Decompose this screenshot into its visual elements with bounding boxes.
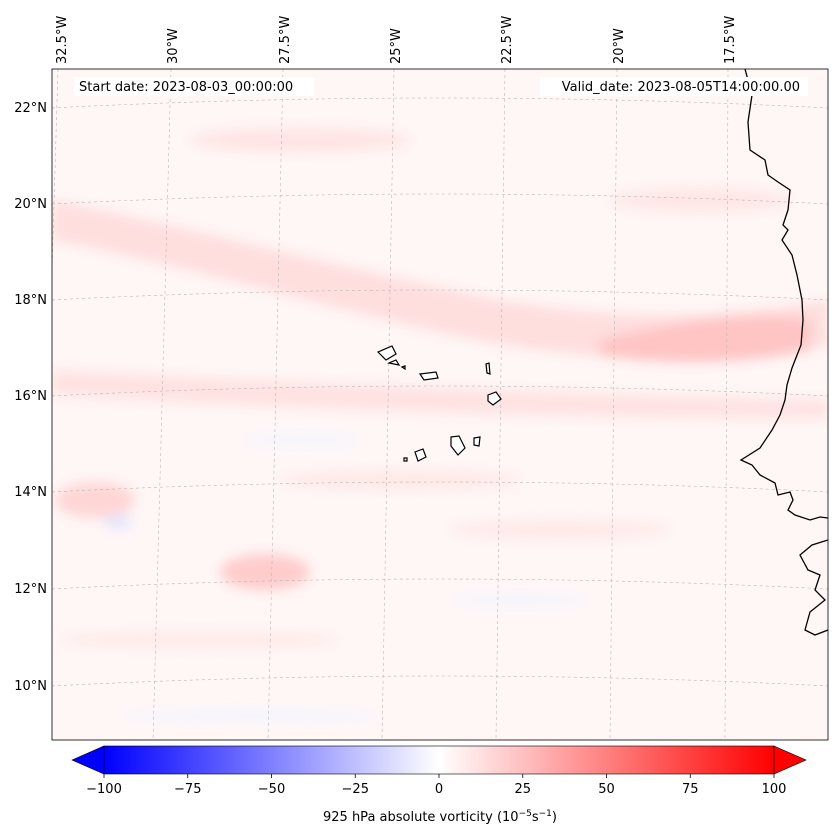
lon-label-17-5w: 17.5°W <box>723 16 738 64</box>
lat-label-16n: 16°N <box>14 389 47 404</box>
longitude-labels: 32.5°W 30°W 27.5°W 25°W 22.5°W 20°W 17.5… <box>55 16 738 64</box>
colorbar-tick-label: −50 <box>258 782 285 797</box>
lon-label-30w: 30°W <box>166 28 181 64</box>
lat-label-10n: 10°N <box>14 679 47 694</box>
colorbar-max-extension <box>773 745 807 775</box>
colorbar-ticks: −100 −75 −50 −25 0 25 50 75 100 <box>86 774 786 797</box>
lon-label-22-5w: 22.5°W <box>500 16 515 64</box>
africa-coastline-south <box>799 539 828 636</box>
graticule <box>52 69 828 740</box>
lon-label-32-5w: 32.5°W <box>55 16 70 64</box>
map-frame <box>51 68 829 741</box>
colorbar-tick-label: 100 <box>762 782 787 797</box>
lat-label-18n: 18°N <box>14 293 47 308</box>
latitude-labels: 22°N 20°N 18°N 16°N 14°N 12°N 10°N <box>14 101 47 694</box>
colorbar: −100 −75 −50 −25 0 25 50 75 100 925 hPa absolute… <box>71 745 807 825</box>
vorticity-field <box>52 128 828 721</box>
colorbar-bar <box>103 745 775 775</box>
colorbar-label: 925 hPa absolute vorticity (10−5s−1) <box>323 809 557 825</box>
lat-label-12n: 12°N <box>14 582 47 597</box>
lat-label-20n: 20°N <box>14 197 47 212</box>
lat-label-14n: 14°N <box>14 485 47 500</box>
colorbar-tick-label: 0 <box>435 782 443 797</box>
lon-label-20w: 20°W <box>612 28 627 64</box>
colorbar-tick-label: 50 <box>598 782 615 797</box>
valid-date-label: Valid_date: 2023-08-05T14:00:00.00 <box>562 80 800 95</box>
map-panel: Start date: 2023-08-03_00:00:00 Valid_da… <box>52 69 828 740</box>
africa-coastline <box>739 69 828 521</box>
start-date-box <box>74 77 314 96</box>
colorbar-tick-label: −75 <box>174 782 201 797</box>
start-date-label: Start date: 2023-08-03_00:00:00 <box>79 80 293 95</box>
lat-label-22n: 22°N <box>14 101 47 116</box>
lon-label-27-5w: 27.5°W <box>278 16 293 64</box>
valid-date-box <box>540 77 808 96</box>
colorbar-tick-label: −100 <box>86 782 122 797</box>
cape-verde-islands <box>376 345 502 462</box>
colorbar-min-extension <box>71 745 105 775</box>
colorbar-tick-label: 75 <box>682 782 699 797</box>
colorbar-tick-label: 25 <box>514 782 531 797</box>
colorbar-tick-label: −25 <box>342 782 369 797</box>
lon-label-25w: 25°W <box>389 28 404 64</box>
